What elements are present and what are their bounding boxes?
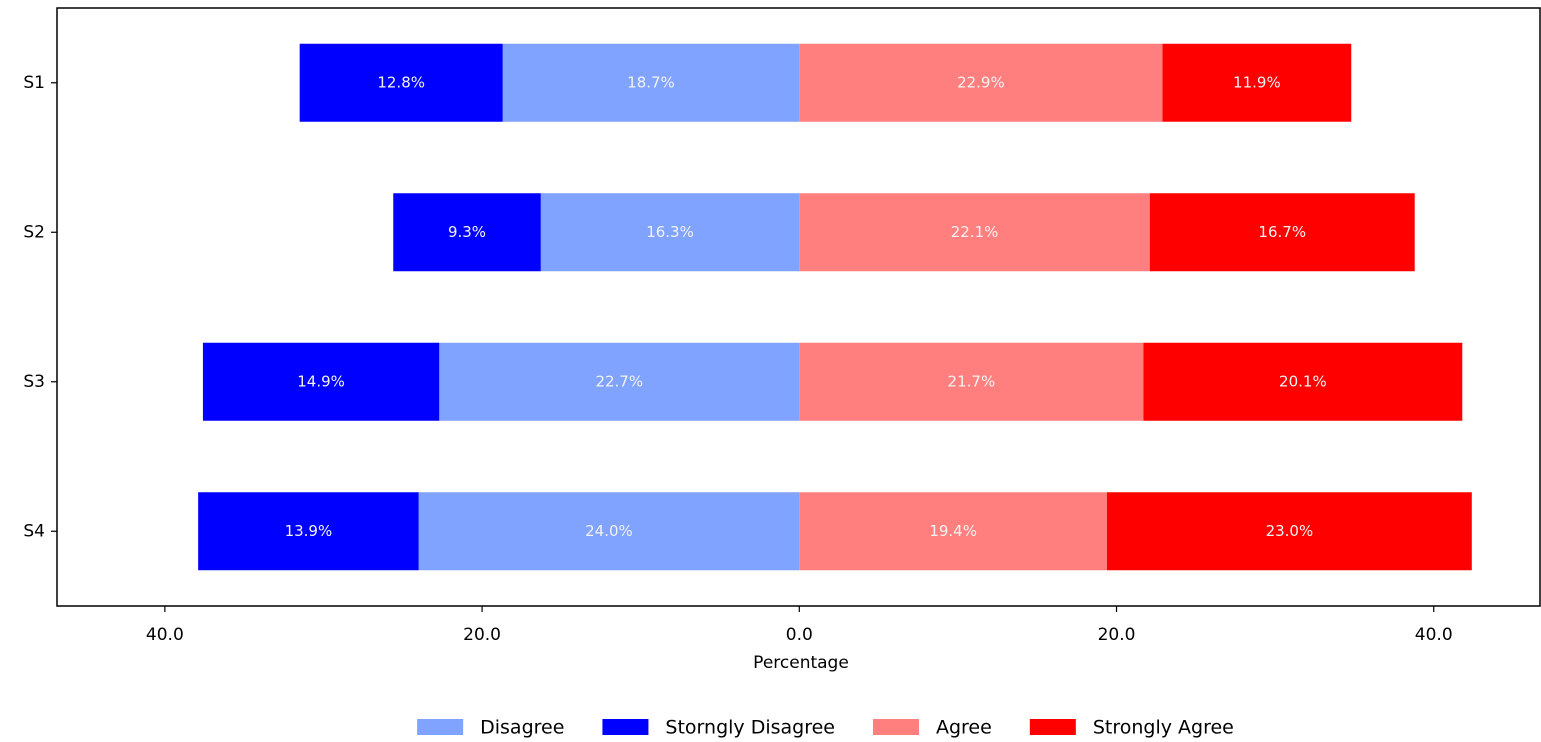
bar: [439, 342, 800, 421]
bar: [799, 193, 1150, 272]
bar: [1106, 492, 1472, 571]
bar: [799, 342, 1144, 421]
bar: [393, 193, 541, 272]
x-tick-label: 0.0: [786, 625, 813, 645]
value-label: 12.8%: [377, 73, 425, 91]
legend-swatch: [602, 719, 649, 735]
bar: [299, 43, 503, 122]
value-label: 24.0%: [585, 522, 633, 540]
x-tick-label: 20.0: [463, 625, 501, 645]
legend-label: Storngly Disagree: [665, 717, 835, 739]
legend-swatch: [1029, 719, 1076, 735]
bar: [799, 492, 1107, 571]
value-label: 16.7%: [1258, 223, 1306, 241]
x-tick-label: 20.0: [1098, 625, 1136, 645]
value-label: 22.9%: [957, 73, 1005, 91]
value-label: 22.1%: [951, 223, 999, 241]
bar: [198, 492, 419, 571]
x-axis-label: Percentage: [753, 653, 849, 673]
bar: [540, 193, 800, 272]
y-tick-label: S2: [23, 222, 45, 242]
value-label: 21.7%: [948, 372, 996, 390]
legend-label: Disagree: [480, 717, 564, 739]
value-label: 18.7%: [627, 73, 675, 91]
x-tick-label: 40.0: [1415, 625, 1453, 645]
y-tick-label: S3: [23, 372, 45, 392]
legend-swatch: [417, 719, 464, 735]
legend-swatch: [872, 719, 919, 735]
legend-label: Strongly Agree: [1093, 717, 1234, 739]
bar: [418, 492, 800, 571]
y-tick-label: S1: [23, 73, 45, 93]
value-label: 23.0%: [1266, 522, 1314, 540]
bar: [799, 43, 1163, 122]
x-tick-label: 40.0: [146, 625, 184, 645]
bar: [1143, 342, 1463, 421]
value-label: 20.1%: [1279, 372, 1327, 390]
value-label: 22.7%: [595, 372, 643, 390]
value-label: 13.9%: [285, 522, 333, 540]
bar: [502, 43, 800, 122]
bar: [1162, 43, 1352, 122]
y-tick-label: S4: [23, 521, 45, 541]
bar: [1149, 193, 1415, 272]
value-label: 9.3%: [448, 223, 486, 241]
value-label: 11.9%: [1233, 73, 1281, 91]
bar: [202, 342, 440, 421]
plot-frame: [56, 7, 1541, 607]
value-label: 14.9%: [297, 372, 345, 390]
value-label: 19.4%: [929, 522, 977, 540]
legend-label: Agree: [936, 717, 992, 739]
value-label: 16.3%: [646, 223, 694, 241]
